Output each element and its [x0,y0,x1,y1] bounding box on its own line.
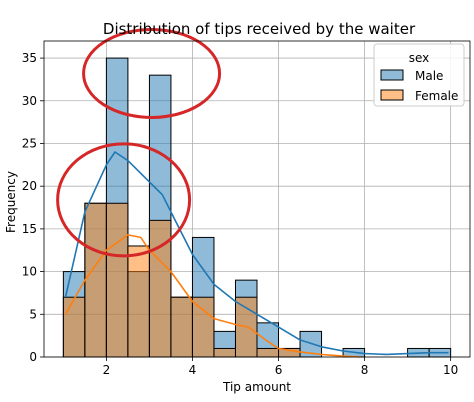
axes-frame [43,40,471,358]
x-tick-label: 6 [275,363,283,377]
x-tick-label: 2 [103,363,111,377]
legend-swatch-male [380,69,404,81]
histogram-bar-female [127,245,150,358]
histogram-bar-female [84,202,107,358]
chart-title: Distribution of tips received by the wai… [103,20,416,38]
plot-area: 2 4 6 8 10 0 5 10 15 20 25 30 35 sex Male Female [22,27,471,377]
legend-label-male: Male [415,69,443,83]
x-tick-label: 4 [189,363,197,377]
y-tick-label: 20 [22,179,37,193]
y-tick-label: 10 [22,265,37,279]
histogram-bar-female [256,347,280,358]
y-axis-title: Frequency [4,171,18,233]
y-tick-label: 25 [22,136,37,150]
y-tick-label: 35 [22,51,37,65]
histogram-bar-female [170,296,193,358]
kde-line-male [64,151,449,356]
kde-line-female [64,234,361,358]
legend: sex Male Female [373,43,465,107]
y-tick-label: 5 [29,307,37,321]
y-tick-label: 30 [22,94,37,108]
x-tick-label: 8 [361,363,369,377]
x-axis-title: Tip amount [222,380,291,394]
histogram-bar-female [191,296,215,358]
legend-label-female: Female [415,89,458,103]
y-tick-label: 0 [29,350,37,364]
legend-title: sex [409,51,430,65]
legend-swatch-female [380,89,404,101]
histogram-bar-female [62,296,86,358]
histogram-bar-female [105,202,129,358]
x-tick-label: 10 [443,363,458,377]
y-tick-label: 15 [22,222,37,236]
annotation-circle [56,142,192,258]
annotation-circle [82,27,222,119]
histogram-bar-female [213,347,236,358]
